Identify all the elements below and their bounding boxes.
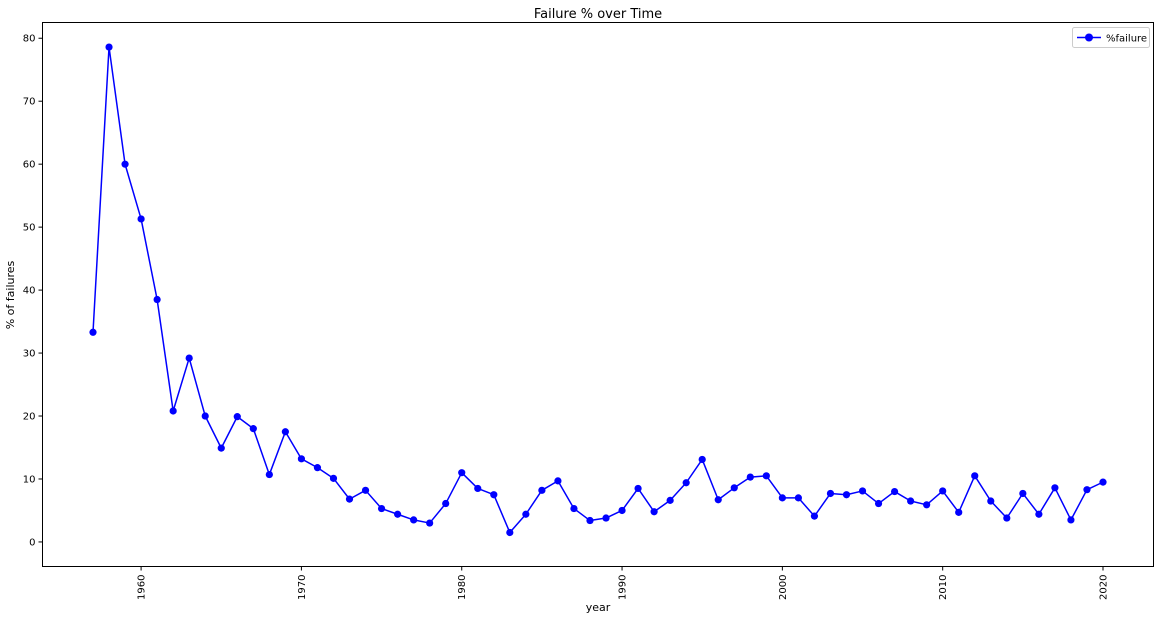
- chart-title: Failure % over Time: [534, 7, 662, 22]
- data-point: [682, 479, 690, 487]
- data-point: [361, 486, 370, 494]
- series-line: [92, 46, 1104, 534]
- y-tick-label: 20: [23, 412, 36, 423]
- data-point: [265, 470, 273, 479]
- x-axis-label: year: [586, 601, 611, 614]
- data-point: [955, 508, 963, 516]
- data-point: [233, 413, 241, 421]
- data-point: [826, 489, 835, 498]
- y-axis-label: % of failures: [4, 260, 17, 329]
- data-point: [554, 477, 562, 485]
- y-tick-label: 0: [29, 537, 35, 548]
- data-point: [297, 455, 306, 463]
- data-point: [634, 484, 642, 493]
- data-point: [394, 510, 402, 518]
- data-point: [987, 497, 995, 505]
- data-point: [602, 514, 610, 522]
- data-point: [249, 425, 257, 433]
- data-point: [971, 472, 979, 480]
- y-tick-label: 10: [23, 474, 36, 485]
- data-point: [185, 354, 193, 362]
- data-point: [746, 473, 754, 481]
- data-point: [121, 160, 129, 168]
- data-point: [458, 469, 466, 477]
- data-point: [923, 501, 931, 509]
- data-point: [506, 528, 514, 537]
- legend-marker: [1085, 33, 1093, 42]
- data-point: [762, 472, 770, 480]
- data-point: [858, 487, 867, 495]
- x-tick-label: 2020: [1099, 575, 1110, 600]
- data-point: [1035, 510, 1043, 518]
- x-tick-label: 1960: [137, 575, 148, 600]
- legend: %failure: [1072, 27, 1150, 48]
- data-point: [714, 496, 722, 504]
- data-point: [794, 494, 802, 502]
- y-tick-label: 70: [23, 97, 36, 108]
- y-tick-label: 50: [23, 223, 36, 234]
- data-point: [1003, 514, 1011, 522]
- series-layer: [89, 43, 1107, 537]
- legend-label: %failure: [1106, 34, 1147, 45]
- data-point: [907, 497, 915, 505]
- data-point: [137, 215, 145, 223]
- data-point: [570, 504, 578, 513]
- data-point: [874, 499, 883, 508]
- x-tick-label: 1980: [457, 575, 468, 600]
- data-point: [698, 455, 706, 464]
- data-point: [313, 464, 322, 472]
- data-point: [939, 487, 947, 495]
- data-point: [522, 510, 530, 518]
- y-tick-label: 30: [23, 349, 36, 360]
- data-point: [490, 491, 498, 499]
- data-point: [1099, 478, 1107, 486]
- data-point: [442, 499, 450, 508]
- data-point: [153, 295, 161, 304]
- data-point: [1019, 489, 1027, 498]
- data-point: [474, 484, 482, 493]
- data-point: [410, 516, 418, 524]
- plot-area: [42, 22, 1154, 567]
- data-point: [586, 516, 594, 525]
- data-point: [730, 484, 738, 492]
- data-point: [345, 495, 354, 503]
- data-point: [201, 412, 209, 420]
- legend-box: [1072, 27, 1150, 48]
- data-point: [778, 494, 786, 502]
- data-point: [842, 491, 851, 499]
- y-tick-label: 40: [23, 286, 36, 297]
- data-point: [666, 496, 674, 504]
- y-tick-label: 80: [23, 34, 36, 45]
- y-tick-label: 60: [23, 160, 36, 171]
- x-axis: 1960 1970 1980 1990 2000 2010 2020: [137, 566, 1110, 600]
- data-point: [169, 407, 177, 415]
- data-point: [217, 444, 225, 452]
- x-tick-label: 1970: [297, 575, 308, 600]
- x-tick-label: 1990: [618, 575, 629, 600]
- x-tick-label: 2000: [778, 575, 789, 600]
- data-point: [89, 328, 97, 336]
- x-tick-label: 2010: [938, 575, 949, 600]
- y-axis: 0 10 20 30 40 50 60 70 80: [23, 34, 43, 548]
- data-point: [281, 428, 289, 436]
- data-point: [1083, 486, 1091, 494]
- data-point: [426, 519, 434, 527]
- data-point: [890, 487, 899, 496]
- data-point: [650, 508, 658, 516]
- data-point: [618, 506, 626, 515]
- data-point: [329, 474, 338, 482]
- data-point: [1067, 516, 1075, 524]
- data-point: [377, 504, 386, 513]
- data-point: [1051, 484, 1059, 492]
- data-point: [538, 486, 546, 494]
- data-point: [105, 43, 113, 51]
- data-point: [810, 512, 819, 520]
